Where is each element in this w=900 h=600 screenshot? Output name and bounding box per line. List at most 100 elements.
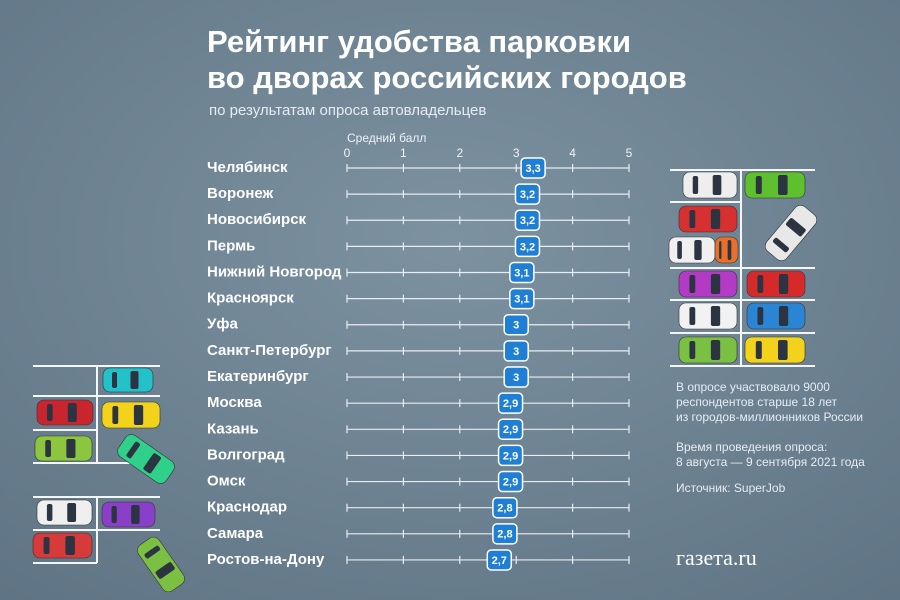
car-body: [678, 302, 738, 330]
data-label: 2,9: [503, 450, 518, 462]
x-tick-label: 4: [569, 146, 576, 160]
car-window: [130, 371, 139, 389]
car-body: [682, 171, 738, 199]
category-label: Ростов-на-Дону: [207, 551, 325, 568]
data-label: 3,2: [520, 215, 535, 227]
car-window: [778, 306, 789, 326]
car-body: [744, 336, 806, 364]
car: [682, 171, 738, 199]
car-body: [746, 302, 806, 330]
x-tick-label: 1: [400, 146, 407, 160]
car-window: [112, 372, 117, 388]
category-label: Омск: [207, 473, 246, 490]
car-window: [694, 240, 702, 260]
car-window: [677, 241, 682, 259]
car-body: [678, 336, 738, 364]
car: [746, 270, 806, 298]
car-window: [755, 176, 762, 194]
car-window: [43, 537, 50, 554]
note: Время проведения опроса:: [676, 440, 827, 454]
car: [36, 399, 94, 426]
car-window: [45, 440, 51, 457]
category-label: Краснодар: [207, 499, 287, 516]
car-window: [46, 504, 53, 521]
value-marker: [486, 549, 513, 571]
car-window: [67, 503, 77, 522]
category-label: Воронеж: [207, 185, 274, 202]
car-window: [710, 340, 721, 360]
car-window: [757, 275, 764, 293]
value-marker: [503, 314, 529, 336]
note: Источник: SuperJob: [676, 481, 786, 495]
category-label: Пермь: [207, 237, 255, 254]
value-marker: [497, 470, 524, 493]
category-label: Красноярск: [207, 290, 294, 307]
car-body: [36, 499, 93, 526]
car-window: [778, 175, 788, 195]
car-window: [689, 210, 696, 228]
car-window: [710, 209, 721, 229]
category-label: Волгоград: [207, 446, 285, 463]
car: [101, 401, 161, 429]
data-label: 3: [513, 346, 519, 358]
car-body: [36, 399, 94, 426]
car: [32, 532, 93, 559]
category-label: Екатеринбург: [207, 368, 309, 385]
car-window: [778, 340, 788, 360]
car: [678, 302, 738, 330]
car-body: [101, 501, 156, 528]
car-window: [712, 175, 722, 195]
note: 8 августа — 9 сентября 2021 года: [676, 455, 865, 469]
value-marker: [514, 235, 541, 258]
category-label: Самара: [207, 525, 264, 542]
axis-label: Средний балл: [347, 131, 426, 145]
chart-title: Рейтинг удобства парковки: [207, 24, 631, 59]
note: из городов-миллионников России: [676, 410, 863, 424]
data-label: 2,7: [492, 555, 507, 567]
value-marker: [514, 183, 541, 205]
car-window: [126, 441, 140, 459]
car-window: [710, 274, 721, 294]
car-window: [47, 404, 53, 421]
category-label: Новосибирск: [207, 211, 307, 228]
car: [678, 205, 738, 233]
car: [764, 204, 818, 262]
note: респондентов старше 18 лет: [676, 395, 837, 409]
value-marker: [509, 261, 535, 284]
value-marker: [503, 366, 529, 388]
car: [137, 536, 185, 593]
category-label: Москва: [207, 394, 262, 411]
data-label: 2,9: [503, 424, 518, 436]
car-window: [131, 505, 140, 524]
car-body: [101, 401, 161, 429]
car-window: [710, 306, 721, 326]
data-label: 3,1: [514, 267, 529, 279]
car-window: [755, 341, 762, 359]
car-body: [744, 171, 806, 199]
car-body: [32, 532, 93, 559]
logo: газета.ru: [676, 545, 757, 570]
x-tick-label: 2: [456, 146, 463, 160]
car: [34, 435, 93, 462]
data-label: 2,9: [503, 398, 518, 410]
car-body: [746, 270, 806, 298]
car-window: [727, 240, 732, 260]
data-label: 3: [513, 372, 519, 384]
car-window: [689, 275, 696, 293]
data-label: 2,9: [503, 476, 518, 488]
data-label: 3,1: [514, 294, 529, 306]
category-label: Челябинск: [207, 159, 288, 176]
car: [678, 270, 738, 298]
car: [101, 501, 156, 528]
category-label: Казань: [207, 420, 259, 437]
car-window: [155, 562, 175, 579]
car-window: [144, 545, 161, 559]
data-label: 3,2: [520, 241, 535, 253]
value-marker: [497, 418, 524, 441]
car-body: [678, 270, 738, 298]
car-window: [133, 405, 144, 425]
car: [36, 499, 93, 526]
car-window: [112, 406, 119, 424]
car-body: [137, 536, 185, 593]
